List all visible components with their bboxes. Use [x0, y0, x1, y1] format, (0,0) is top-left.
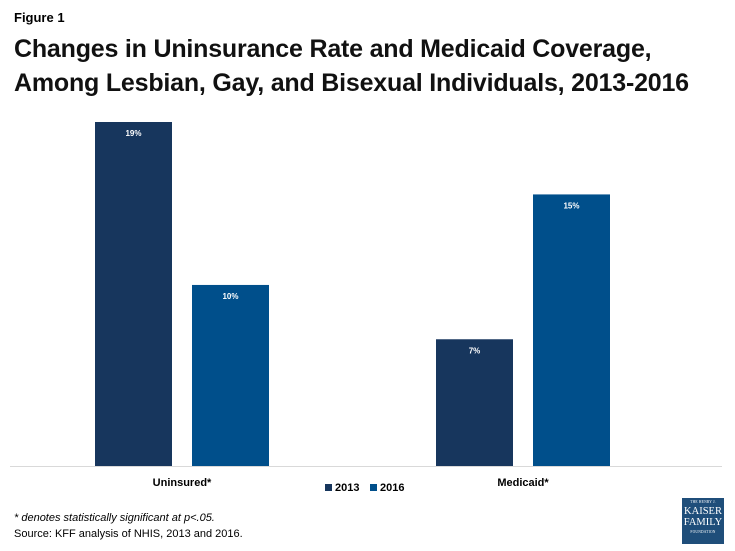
legend-swatch-2016 — [370, 484, 377, 491]
bar-2013-0 — [95, 122, 172, 466]
logo-line-1: THE HENRY J. — [690, 500, 716, 504]
figure-label: Figure 1 — [14, 10, 65, 25]
data-label-2016-0: 10% — [222, 292, 238, 301]
logo-line-4: FOUNDATION — [690, 529, 716, 534]
legend-label-2013: 2013 — [335, 482, 359, 494]
data-label-2016-1: 15% — [563, 201, 579, 210]
data-label-2013-0: 19% — [125, 129, 141, 138]
legend-swatch-2013 — [325, 484, 332, 491]
category-label-1: Medicaid* — [497, 477, 549, 489]
kff-logo: THE HENRY J. KAISER FAMILY FOUNDATION — [682, 498, 724, 544]
legend-label-2016: 2016 — [380, 482, 404, 494]
logo-line-2: KAISER — [684, 505, 722, 517]
bar-2013-1 — [436, 339, 513, 466]
bar-2016-0 — [192, 284, 269, 466]
chart-title: Changes in Uninsurance Rate and Medicaid… — [14, 35, 689, 97]
data-label-2013-1: 7% — [469, 346, 481, 355]
logo-line-3: FAMILY — [683, 517, 723, 529]
category-label-0: Uninsured* — [153, 477, 212, 489]
significance-footnote: * denotes statistically significant at p… — [14, 512, 215, 524]
bar-2016-1 — [533, 194, 610, 466]
source-note: Source: KFF analysis of NHIS, 2013 and 2… — [14, 528, 243, 540]
